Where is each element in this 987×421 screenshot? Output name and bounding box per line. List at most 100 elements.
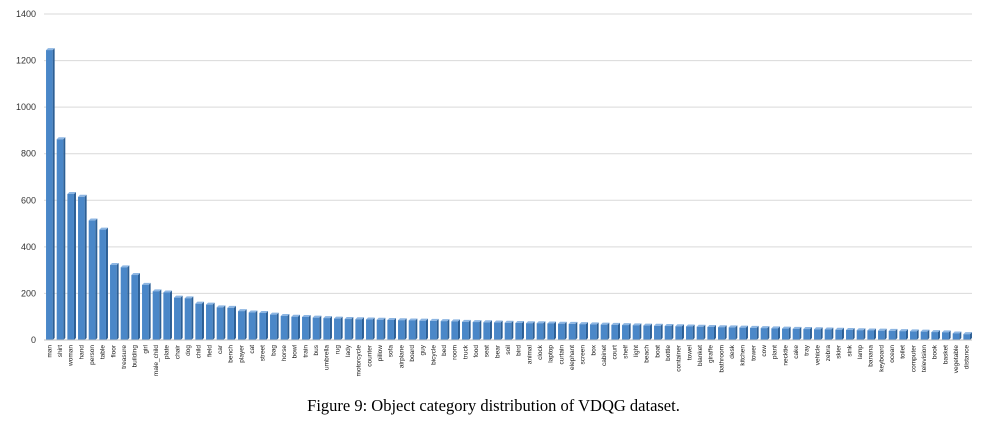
x-category-label: boat	[654, 345, 661, 358]
x-category-label: truck	[462, 344, 469, 359]
bar-board	[408, 318, 418, 340]
x-category-label: bottle	[665, 345, 672, 361]
x-category-label: lady	[345, 344, 352, 357]
bar-top	[419, 318, 428, 321]
bar-vegetable	[952, 331, 962, 340]
bar-top	[931, 330, 940, 333]
bar-front	[910, 331, 917, 340]
bar-front	[739, 327, 746, 340]
bar-court	[611, 322, 620, 340]
bar-top	[216, 305, 226, 308]
x-category-label: vehicle	[814, 345, 821, 366]
bar-front	[664, 326, 672, 340]
bar-front	[56, 139, 64, 340]
x-category-label: banana	[868, 345, 875, 367]
bar-side	[564, 321, 567, 340]
bar-front	[696, 326, 704, 340]
x-category-label: street	[260, 345, 267, 361]
figure-caption: Figure 9: Object category distribution o…	[307, 396, 680, 415]
bar-top	[56, 137, 66, 140]
bar-top	[259, 310, 268, 313]
bar-front	[494, 322, 501, 340]
bar-container	[675, 324, 684, 340]
bar-side	[233, 305, 236, 340]
bar-top	[430, 318, 439, 321]
x-category-label: train	[302, 345, 309, 358]
bar-side	[73, 191, 76, 340]
bar-front	[536, 323, 544, 340]
bar-umbrella	[323, 316, 332, 340]
x-category-label: cat	[249, 345, 256, 354]
bar-soil	[504, 320, 514, 340]
bar-side	[671, 324, 674, 340]
bar-side	[319, 315, 322, 340]
bar-bathroom	[718, 325, 727, 340]
bar-top	[856, 328, 866, 331]
x-category-label: toilet	[900, 345, 907, 359]
bar-sofa	[387, 317, 396, 340]
x-category-label: television	[921, 345, 928, 372]
bar-player	[238, 309, 247, 340]
x-category-label: clock	[537, 344, 544, 360]
bar-side	[159, 289, 162, 340]
bar-front	[931, 332, 938, 340]
x-category-label: kitchen	[740, 345, 747, 366]
bar-side	[617, 322, 620, 340]
x-category-label: child	[196, 345, 203, 359]
bar-front	[920, 331, 928, 340]
bar-beach	[643, 323, 652, 340]
bar-top	[664, 324, 674, 327]
bar-front	[515, 323, 522, 340]
bar-hand	[78, 194, 87, 340]
bar-front	[835, 329, 842, 340]
bar-side	[884, 328, 887, 340]
x-category-label: court	[612, 345, 619, 360]
x-category-label: seat	[484, 345, 491, 357]
bar-side	[873, 328, 876, 340]
bar-front	[291, 316, 298, 340]
x-category-label: treasure	[121, 345, 128, 369]
x-category-label: basket	[942, 345, 949, 364]
bar-top	[600, 322, 610, 325]
bar-woman	[67, 191, 76, 340]
x-category-label: airplane	[398, 345, 405, 369]
bar-top	[611, 322, 620, 325]
x-category-label: male_child	[153, 345, 160, 376]
bar-top	[814, 327, 823, 330]
bar-side	[404, 318, 407, 340]
bar-side	[340, 316, 343, 340]
x-category-label: food	[473, 345, 480, 358]
bar-side	[959, 331, 962, 340]
x-category-label: book	[932, 344, 939, 359]
bar-front	[856, 330, 864, 340]
bar-side	[287, 314, 290, 340]
y-tick-label: 1200	[16, 56, 36, 66]
bar-front	[760, 328, 768, 340]
bar-top	[366, 317, 375, 320]
bar-front	[707, 326, 714, 340]
bar-top	[718, 325, 727, 328]
bar-front	[878, 330, 885, 340]
bar-side	[276, 312, 279, 340]
bar-side	[863, 328, 866, 340]
x-category-label: car	[217, 344, 224, 354]
bar-front	[110, 265, 117, 340]
bar-side	[297, 314, 300, 340]
x-category-label: box	[590, 344, 597, 355]
bar-top	[302, 314, 311, 317]
bar-top	[462, 319, 471, 322]
bar-horse	[280, 314, 290, 340]
bar-front	[366, 319, 373, 340]
bar-front	[504, 322, 512, 340]
bar-front	[963, 334, 970, 340]
bar-seat	[483, 320, 492, 340]
bar-side	[628, 323, 631, 340]
bar-front	[952, 333, 960, 340]
bar-front	[483, 322, 490, 340]
x-category-label: shelf	[622, 345, 629, 359]
bar-side	[831, 327, 834, 340]
bar-top	[387, 317, 396, 320]
x-category-label: ocean	[889, 345, 896, 363]
bar-top	[163, 290, 172, 293]
bar-curtain	[558, 321, 567, 340]
